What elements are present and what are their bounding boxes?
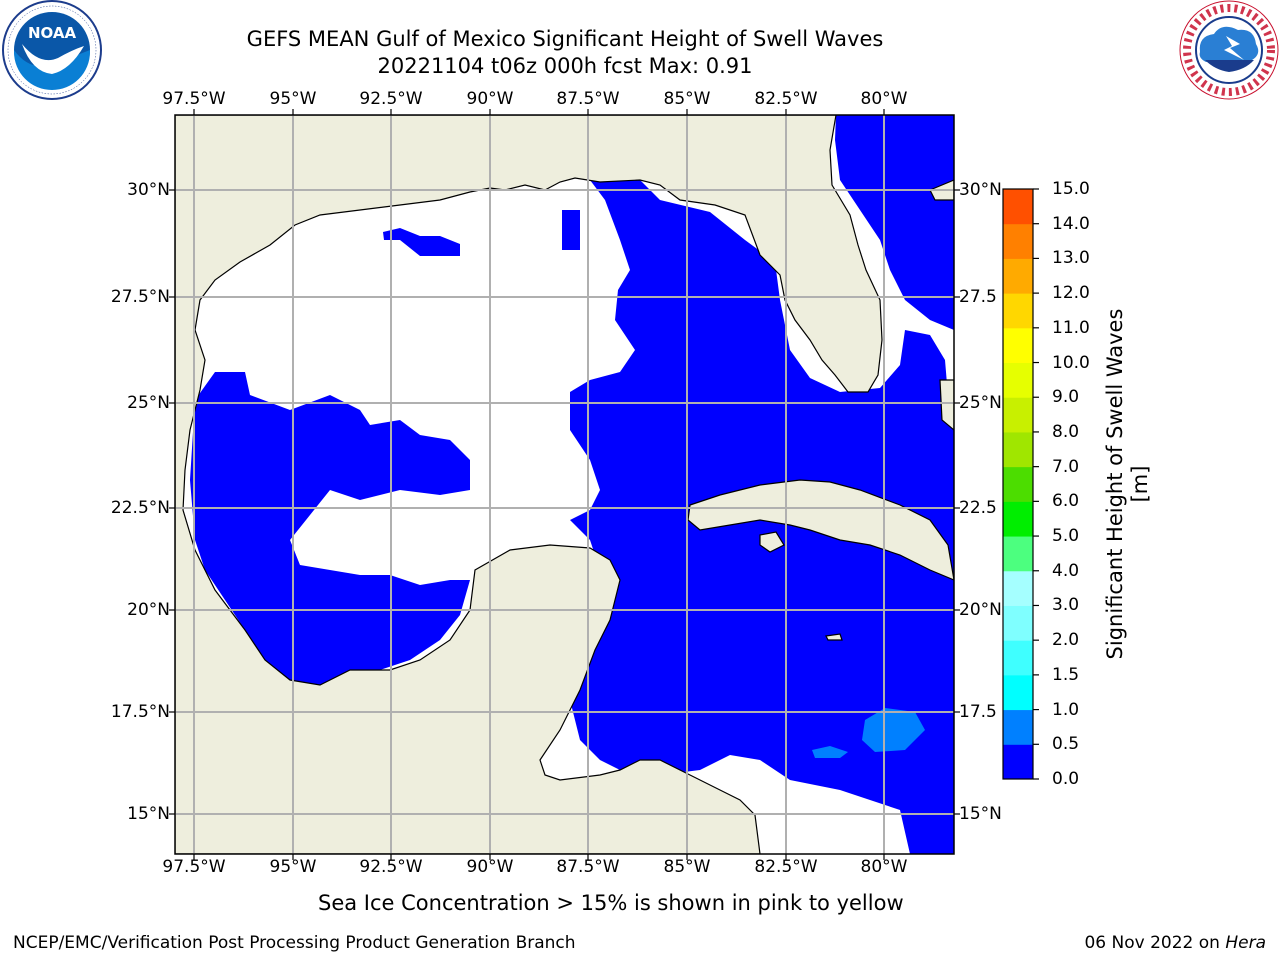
lon-tick-bottom-6: 82.5°W xyxy=(754,857,818,877)
colorbar-ticks xyxy=(1033,188,1039,780)
colorbar-cell-9 xyxy=(1003,431,1033,468)
colorbar-cell-15 xyxy=(1003,223,1033,259)
lon-tick-bottom-3: 90°W xyxy=(466,857,514,877)
lat-tick-left-1: 27.5°N xyxy=(110,287,170,307)
colorbar-title: Significant Height of Swell Waves [m] xyxy=(1103,308,1152,660)
colorbar-label-6: 4.0 xyxy=(1052,560,1080,581)
colorbar-label-11: 9.0 xyxy=(1052,387,1080,408)
lat-tick-left-6: 15°N xyxy=(127,804,170,824)
lon-tick-top-2: 92.5°W xyxy=(359,89,423,109)
footer-date-text: 06 Nov 2022 on xyxy=(1084,933,1220,953)
colorbar-cell-5 xyxy=(1003,570,1033,606)
lat-tick-left-2: 25°N xyxy=(127,393,170,413)
lon-tick-top-3: 90°W xyxy=(466,89,514,109)
noaa-logo: NOAA xyxy=(2,0,102,100)
lat-tick-right-5: 17.5 xyxy=(959,702,997,722)
colorbar-label-1: 0.5 xyxy=(1052,734,1080,755)
lon-tick-top-6: 82.5°W xyxy=(754,89,818,109)
colorbar-label-9: 7.0 xyxy=(1052,456,1080,477)
colorbar-cell-14 xyxy=(1003,258,1033,294)
land xyxy=(175,115,954,854)
colorbar-label-3: 1.5 xyxy=(1052,664,1080,685)
colorbar-cell-3 xyxy=(1003,640,1033,676)
lon-tick-bottom-1: 95°W xyxy=(269,857,317,877)
map-grid xyxy=(175,115,954,854)
colorbar-label-12: 10.0 xyxy=(1052,352,1090,373)
colorbar-label-17: 15.0 xyxy=(1052,179,1090,199)
colorbar-cell-4 xyxy=(1003,605,1033,641)
lon-tick-top-5: 85°W xyxy=(663,89,711,109)
noaa-logo-text: NOAA xyxy=(28,24,77,42)
colorbar xyxy=(1003,189,1033,780)
sea-ice-caption: Sea Ice Concentration > 15% is shown in … xyxy=(318,891,904,915)
map-frame xyxy=(174,114,955,855)
lat-tick-right-4: 20°N xyxy=(959,600,1002,620)
colorbar-label-4: 2.0 xyxy=(1052,630,1080,651)
colorbar-cell-2 xyxy=(1003,674,1033,711)
lon-tick-bottom-0: 97.5°W xyxy=(162,857,226,877)
colorbar-cell-11 xyxy=(1003,362,1033,398)
nws-logo xyxy=(1179,0,1279,100)
colorbar-label-0: 0.0 xyxy=(1052,769,1080,789)
lat-tick-right-1: 27.5 xyxy=(959,287,997,307)
colorbar-label-2: 1.0 xyxy=(1052,699,1080,720)
footer-host: Hera xyxy=(1225,933,1266,953)
tick-marks xyxy=(169,109,960,860)
lon-tick-top-4: 87.5°W xyxy=(556,89,620,109)
lon-tick-bottom-4: 87.5°W xyxy=(556,857,620,877)
colorbar-cell-13 xyxy=(1003,293,1033,329)
colorbar-label-16: 14.0 xyxy=(1052,213,1090,234)
lat-tick-right-0: 30°N xyxy=(959,180,1002,200)
title-line-1: GEFS MEAN Gulf of Mexico Significant Hei… xyxy=(246,27,884,51)
colorbar-cell-0 xyxy=(1003,744,1033,780)
colorbar-label-15: 13.0 xyxy=(1052,248,1090,269)
lat-tick-left-3: 22.5°N xyxy=(110,498,170,518)
colorbar-cell-7 xyxy=(1003,501,1033,537)
lat-tick-right-3: 22.5 xyxy=(959,498,997,518)
lon-tick-top-0: 97.5°W xyxy=(162,89,226,109)
colorbar-cell-6 xyxy=(1003,536,1033,572)
colorbar-cell-1 xyxy=(1003,709,1033,745)
colorbar-label-10: 8.0 xyxy=(1052,421,1080,442)
footer-credit: NCEP/EMC/Verification Post Processing Pr… xyxy=(13,933,576,953)
lon-tick-bottom-5: 85°W xyxy=(663,857,711,877)
colorbar-label-13: 11.0 xyxy=(1052,317,1090,338)
lat-tick-left-0: 30°N xyxy=(127,180,170,200)
title-line-2: 20221104 t06z 000h fcst Max: 0.91 xyxy=(377,54,753,78)
colorbar-cell-12 xyxy=(1003,327,1033,364)
footer-date: 06 Nov 2022 on Hera xyxy=(1084,933,1266,953)
lat-tick-left-4: 20°N xyxy=(127,600,170,620)
colorbar-cell-16 xyxy=(1003,189,1033,225)
colorbar-label-8: 6.0 xyxy=(1052,491,1080,512)
colorbar-frame xyxy=(1002,188,1034,780)
colorbar-label-7: 5.0 xyxy=(1052,526,1080,547)
lon-tick-bottom-7: 80°W xyxy=(860,857,908,877)
colorbar-cell-8 xyxy=(1003,466,1033,502)
colorbar-cell-10 xyxy=(1003,397,1033,433)
lat-tick-right-2: 25°N xyxy=(959,393,1002,413)
lon-tick-bottom-2: 92.5°W xyxy=(359,857,423,877)
lat-tick-right-6: 15°N xyxy=(959,804,1002,824)
colorbar-label-14: 12.0 xyxy=(1052,283,1090,304)
lon-tick-top-1: 95°W xyxy=(269,89,317,109)
colorbar-label-5: 3.0 xyxy=(1052,595,1080,616)
lat-tick-left-5: 17.5°N xyxy=(110,702,170,722)
lon-tick-top-7: 80°W xyxy=(860,89,908,109)
